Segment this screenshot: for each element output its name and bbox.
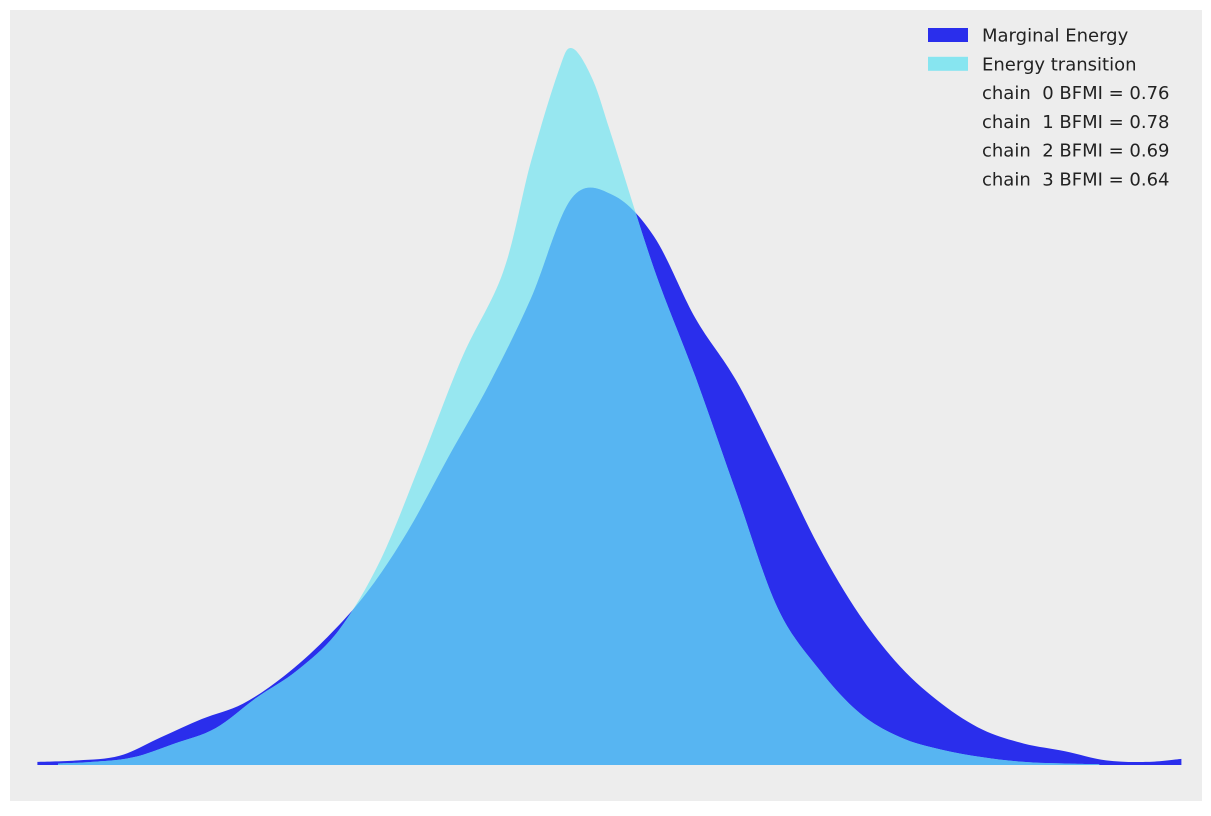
legend: Marginal Energy Energy transition chain 0 … [928, 26, 1170, 191]
legend-swatch-1 [928, 56, 968, 71]
legend-label-5: chain 3 BFMI = 0.64 [982, 170, 1170, 191]
legend-swatch-0 [928, 28, 968, 42]
legend-label-4: chain 2 BFMI = 0.69 [982, 141, 1170, 162]
legend-label-1: Energy transition [982, 54, 1137, 75]
series-overlap-area [58, 187, 1100, 765]
overlap-layer [58, 187, 1100, 765]
legend-label-3: chain 1 BFMI = 0.78 [982, 112, 1170, 133]
legend-label-2: chain 0 BFMI = 0.76 [982, 83, 1170, 104]
legend-label-0: Marginal Energy [982, 26, 1129, 47]
